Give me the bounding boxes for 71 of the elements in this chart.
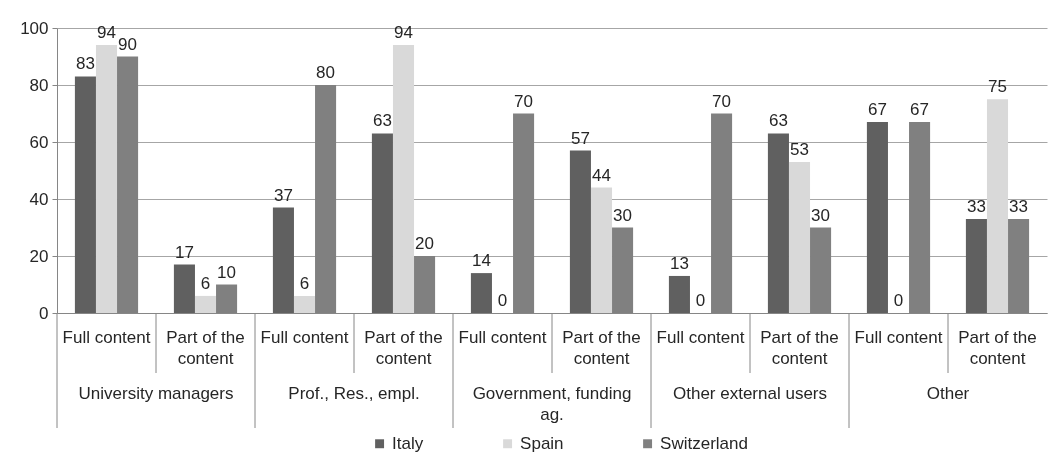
data-label: 6 — [299, 273, 310, 293]
data-label: 80 — [316, 63, 336, 82]
x-tick-label: Part of the content — [760, 327, 839, 368]
y-tick-label: 40 — [29, 189, 49, 209]
bar — [293, 295, 316, 313]
data-label: 70 — [514, 91, 534, 111]
data-label: 63 — [372, 111, 392, 131]
y-tick-label: 0 — [39, 303, 49, 323]
bar — [866, 122, 888, 313]
bar — [194, 295, 217, 313]
y-tick-label: 100 — [20, 18, 49, 38]
x-tick-label: Part of the content — [562, 327, 641, 368]
y-tick-label: 20 — [29, 246, 49, 266]
data-label: 0 — [497, 291, 508, 310]
bar — [788, 161, 811, 313]
data-label: 0 — [695, 291, 706, 310]
bar — [392, 45, 415, 313]
bar — [590, 187, 613, 313]
x-tick-label: Part of the content — [958, 327, 1037, 368]
data-label: 67 — [910, 100, 930, 120]
data-label: 57 — [570, 128, 590, 148]
data-label: 13 — [669, 253, 689, 273]
text: University managers — [78, 384, 234, 403]
data-label: 30 — [811, 205, 831, 225]
bar — [74, 76, 96, 313]
data-label: 67 — [867, 100, 887, 120]
data-label: 90 — [118, 34, 138, 54]
bar — [767, 133, 789, 313]
x-tick-label: Full content — [260, 327, 349, 347]
legend-label: Spain — [520, 433, 564, 452]
data-label: 14 — [471, 251, 491, 271]
x-tick-label: Full content — [458, 327, 547, 347]
bar — [173, 264, 195, 313]
bar — [668, 275, 690, 313]
data-label: 10 — [217, 262, 237, 282]
y-tick-label: 80 — [29, 75, 49, 95]
data-label: 94 — [97, 23, 116, 43]
text: Government, funding ag. — [472, 384, 632, 424]
data-label: 33 — [966, 196, 986, 216]
data-label: 6 — [200, 273, 211, 293]
legend-label: Italy — [392, 433, 424, 452]
legend-label: Switzerland — [660, 433, 748, 452]
x-tick-label: Part of the content — [166, 327, 245, 368]
text: Other external users — [672, 384, 828, 403]
data-label: 37 — [273, 185, 293, 205]
x-tick-label: Full content — [854, 327, 943, 347]
data-label: 53 — [790, 139, 809, 159]
data-label: 83 — [75, 54, 95, 74]
data-label: 30 — [613, 205, 633, 225]
bar — [371, 133, 393, 313]
x-tick-label: Full content — [656, 327, 745, 347]
text: Other — [926, 384, 970, 403]
data-label: 63 — [768, 111, 788, 131]
data-label: 44 — [592, 165, 611, 185]
bar — [470, 273, 492, 313]
data-label: 33 — [1009, 196, 1029, 216]
y-tick-label: 60 — [29, 132, 49, 152]
bar — [272, 207, 294, 313]
bar — [569, 150, 591, 313]
data-label: 20 — [415, 234, 435, 253]
data-label: 94 — [394, 23, 413, 43]
data-label: 70 — [712, 91, 732, 111]
x-tick-label: Full content — [62, 327, 151, 347]
bar — [986, 99, 1009, 313]
data-label: 0 — [893, 291, 904, 310]
bar — [95, 45, 118, 313]
x-tick-label: Part of the content — [364, 327, 443, 368]
data-label: 17 — [174, 242, 194, 262]
data-label: 75 — [988, 77, 1007, 97]
bar — [965, 218, 987, 313]
text: Prof., Res., empl. — [288, 384, 420, 403]
